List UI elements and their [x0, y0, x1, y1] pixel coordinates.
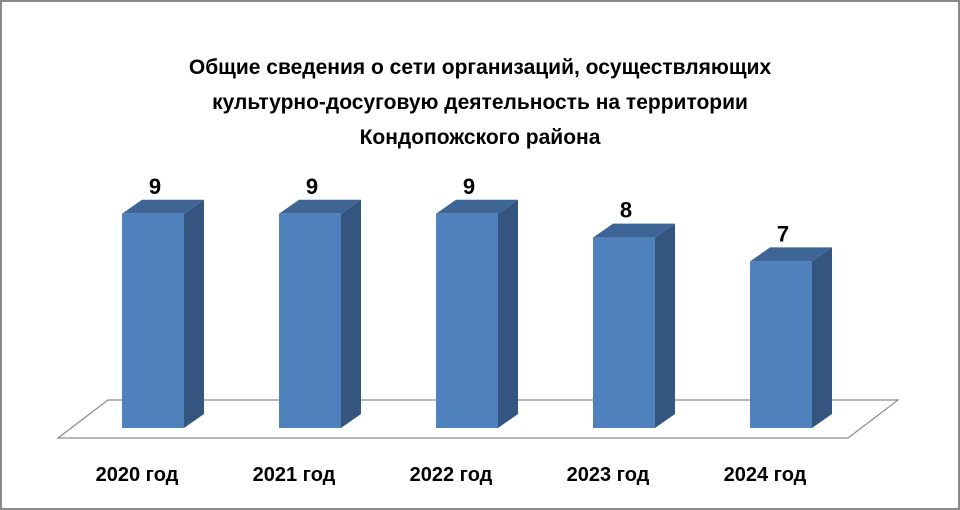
bar-top — [279, 199, 361, 214]
x-tick-label: 2023 год — [567, 464, 650, 486]
value-label: 9 — [463, 174, 475, 199]
bar-side — [341, 199, 361, 428]
chart-title: Общие сведения о сети организаций, осуще… — [188, 56, 772, 149]
x-tick-label: 2021 год — [253, 464, 336, 486]
x-tick-label: 2020 год — [96, 464, 179, 486]
bar-top — [436, 199, 518, 214]
value-label: 8 — [620, 198, 632, 223]
bar-side — [655, 223, 675, 428]
bar-top — [122, 199, 204, 214]
bar-side — [184, 199, 204, 428]
bar — [750, 261, 812, 428]
bar — [436, 213, 498, 428]
bar — [122, 213, 184, 428]
x-tick-label: 2024 год — [724, 464, 807, 486]
value-label: 9 — [149, 174, 161, 199]
bar — [593, 237, 655, 428]
x-tick-label: 2022 год — [410, 464, 493, 486]
bar-side — [498, 199, 518, 428]
bar-top — [750, 247, 832, 262]
bar — [279, 213, 341, 428]
value-label: 7 — [777, 221, 789, 246]
bar-top — [593, 223, 675, 238]
bar-side — [812, 247, 832, 428]
value-label: 9 — [306, 174, 318, 199]
